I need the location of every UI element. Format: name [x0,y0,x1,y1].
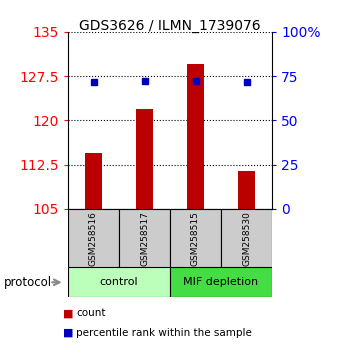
Bar [170,267,272,297]
Bar [68,267,170,297]
Text: control: control [100,277,138,287]
Text: GSM258516: GSM258516 [89,211,98,266]
Bar [238,171,255,209]
Text: GSM258530: GSM258530 [242,211,251,266]
Text: ■: ■ [63,328,73,338]
Bar [119,209,170,267]
Bar [170,209,221,267]
Text: GSM258517: GSM258517 [140,211,149,266]
Text: protocol: protocol [3,276,52,289]
Text: percentile rank within the sample: percentile rank within the sample [76,328,252,338]
Text: count: count [76,308,106,318]
Bar [187,64,204,209]
Bar [136,109,153,209]
Text: GDS3626 / ILMN_1739076: GDS3626 / ILMN_1739076 [79,19,261,34]
Bar [221,209,272,267]
Bar [85,153,102,209]
Text: GSM258515: GSM258515 [191,211,200,266]
Text: MIF depletion: MIF depletion [184,277,258,287]
Text: ■: ■ [63,308,73,318]
Bar [68,209,119,267]
